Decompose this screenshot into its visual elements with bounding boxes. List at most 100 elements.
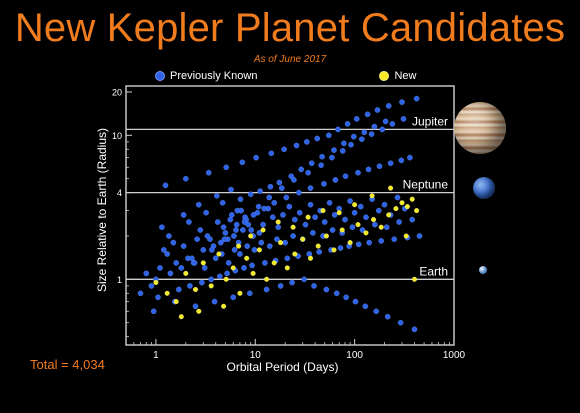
point-previously-known (195, 201, 202, 208)
point-previously-known (347, 198, 353, 204)
point-new (153, 280, 159, 286)
point-new (320, 208, 326, 214)
point-previously-known (219, 199, 226, 206)
point-previously-known (258, 239, 265, 246)
point-previously-known (205, 169, 212, 176)
reference-label-jupiter: Jupiter (412, 114, 448, 128)
point-previously-known (290, 233, 296, 239)
point-new (305, 214, 311, 220)
point-previously-known (212, 255, 219, 262)
point-previously-known (325, 132, 332, 139)
plot-frame (125, 85, 455, 346)
point-previously-known (247, 191, 254, 197)
point-previously-known (355, 241, 362, 248)
point-previously-known (291, 177, 297, 183)
point-previously-known (298, 166, 305, 173)
y-tick-label: 4 (117, 188, 122, 198)
reference-label-neptune: Neptune (403, 178, 449, 192)
point-previously-known (308, 160, 315, 166)
point-previously-known (266, 194, 273, 201)
point-new (409, 196, 415, 202)
point-previously-known (228, 212, 235, 218)
point-previously-known (263, 286, 270, 293)
point-new (369, 193, 375, 199)
point-previously-known (366, 239, 373, 246)
point-new (250, 270, 256, 276)
point-previously-known (326, 199, 333, 206)
legend: Previously Known New (155, 68, 416, 84)
point-new (300, 236, 306, 242)
point-previously-known (256, 230, 263, 236)
point-previously-known (400, 116, 407, 122)
point-previously-known (398, 157, 405, 164)
point-previously-known (385, 103, 392, 109)
point-previously-known (399, 99, 405, 105)
point-new (347, 240, 353, 246)
point-new (308, 255, 314, 261)
point-previously-known (397, 319, 404, 326)
y-axis-label: Size Relative to Earth (Radius) (95, 127, 109, 293)
point-previously-known (411, 326, 418, 333)
point-new (237, 290, 243, 296)
point-previously-known (208, 247, 215, 253)
point-new (414, 208, 420, 214)
point-new (208, 283, 214, 289)
point-new (404, 204, 410, 210)
point-new (339, 227, 345, 233)
point-previously-known (343, 294, 349, 301)
point-previously-known (383, 224, 390, 230)
point-previously-known (213, 192, 220, 199)
point-new (236, 243, 242, 249)
point-new (386, 212, 392, 218)
point-previously-known (251, 247, 258, 253)
point-previously-known (413, 95, 420, 102)
point-new (260, 227, 266, 233)
point-new (378, 224, 384, 230)
point-previously-known (286, 203, 293, 210)
point-previously-known (323, 286, 330, 293)
point-new (331, 247, 337, 253)
point-previously-known (222, 230, 229, 236)
point-new (196, 308, 202, 314)
point-previously-known (357, 203, 364, 210)
point-previously-known (312, 214, 318, 220)
point-previously-known (192, 303, 199, 310)
point-previously-known (267, 183, 274, 190)
point-previously-known (148, 283, 155, 289)
point-previously-known (310, 230, 316, 236)
point-previously-known (331, 147, 337, 153)
legend-item-new: New (379, 70, 416, 82)
point-previously-known (159, 224, 165, 230)
point-previously-known (240, 227, 246, 233)
point-previously-known (391, 236, 398, 242)
y-tick-label: 10 (112, 131, 122, 141)
legend-label-previously-known: Previously Known (170, 70, 258, 82)
point-previously-known (341, 140, 347, 147)
point-previously-known (361, 129, 368, 136)
point-previously-known (318, 162, 324, 168)
point-new (200, 260, 206, 266)
point-new (323, 233, 329, 239)
point-previously-known (281, 146, 287, 153)
point-new (271, 260, 277, 266)
point-new (388, 185, 394, 191)
point-previously-known (253, 154, 259, 161)
point-previously-known (214, 219, 221, 225)
point-previously-known (342, 216, 348, 223)
point-previously-known (180, 243, 187, 249)
point-new (412, 276, 418, 282)
earth-image (479, 266, 487, 274)
point-previously-known (216, 273, 223, 280)
point-new (403, 233, 409, 239)
point-previously-known (316, 249, 323, 255)
point-previously-known (303, 139, 310, 145)
point-new (264, 276, 270, 282)
point-new (256, 247, 262, 253)
point-previously-known (379, 126, 386, 133)
point-previously-known (157, 265, 163, 271)
point-previously-known (186, 219, 192, 225)
point-new (230, 265, 236, 271)
point-previously-known (376, 163, 383, 169)
point-previously-known (289, 279, 295, 286)
